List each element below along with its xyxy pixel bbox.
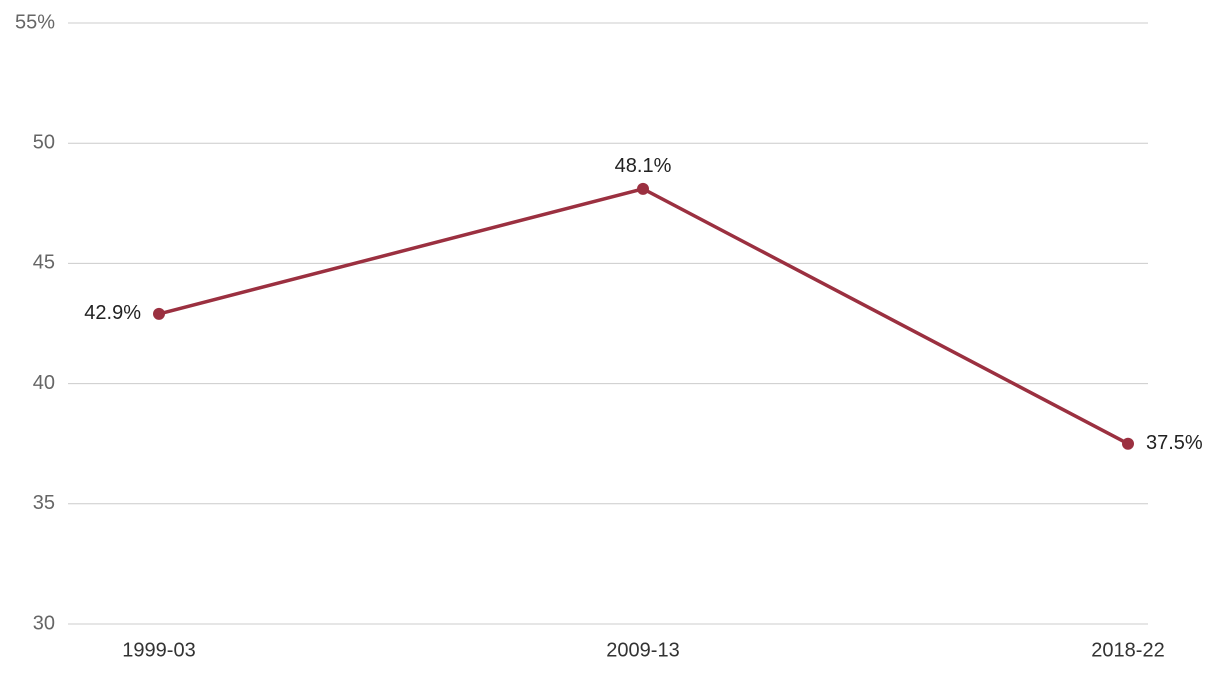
y-tick-label: 35 [33, 492, 55, 514]
point [153, 307, 165, 320]
y-tick-label: 40 [33, 372, 55, 394]
y-tick-label: 45 [33, 252, 55, 274]
x-tick-label: 2009-13 [606, 639, 679, 661]
y-tick-label: 55% [15, 11, 55, 33]
x-tick-label: 1999-03 [122, 639, 195, 661]
y-tick-label: 30 [33, 612, 55, 634]
x-tick-label: 2018-22 [1091, 639, 1164, 661]
data-label: 42.9% [84, 302, 141, 324]
point [1122, 437, 1134, 450]
data-label: 48.1% [615, 155, 672, 177]
point [637, 182, 649, 195]
data-label: 37.5% [1146, 432, 1203, 454]
y-tick-label: 50 [33, 131, 55, 153]
line [158, 187, 1129, 446]
